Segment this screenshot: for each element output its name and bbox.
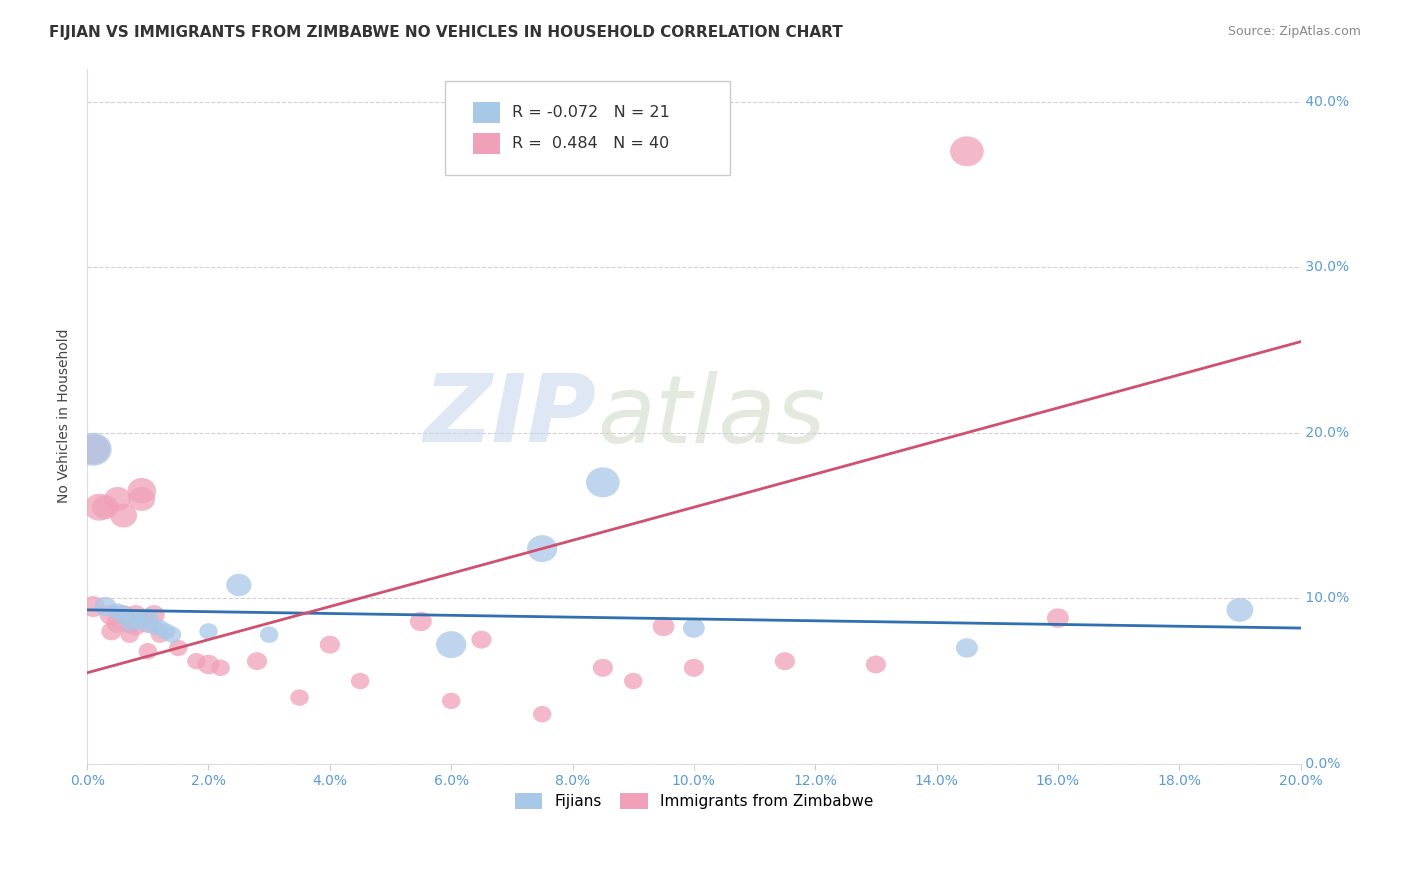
Text: R =  0.484   N = 40: R = 0.484 N = 40 bbox=[512, 136, 669, 151]
Bar bbox=[472, 133, 499, 154]
Ellipse shape bbox=[169, 640, 187, 657]
Ellipse shape bbox=[198, 655, 219, 674]
Ellipse shape bbox=[125, 605, 146, 624]
Ellipse shape bbox=[136, 614, 159, 632]
Ellipse shape bbox=[108, 603, 127, 620]
Text: 10.0%: 10.0% bbox=[1301, 591, 1348, 606]
Ellipse shape bbox=[200, 624, 218, 640]
Ellipse shape bbox=[226, 574, 252, 596]
Ellipse shape bbox=[683, 659, 704, 677]
Ellipse shape bbox=[436, 632, 467, 658]
Y-axis label: No Vehicles in Household: No Vehicles in Household bbox=[58, 329, 72, 503]
Ellipse shape bbox=[593, 659, 613, 677]
Ellipse shape bbox=[145, 618, 163, 634]
Ellipse shape bbox=[128, 478, 156, 503]
Ellipse shape bbox=[75, 433, 111, 466]
Ellipse shape bbox=[471, 631, 492, 648]
Ellipse shape bbox=[533, 706, 551, 723]
Ellipse shape bbox=[586, 467, 620, 498]
Ellipse shape bbox=[260, 626, 278, 643]
Ellipse shape bbox=[683, 618, 704, 638]
Text: 0.0%: 0.0% bbox=[1301, 756, 1340, 771]
Ellipse shape bbox=[125, 617, 146, 635]
Ellipse shape bbox=[1047, 608, 1069, 628]
Ellipse shape bbox=[112, 605, 135, 624]
Text: FIJIAN VS IMMIGRANTS FROM ZIMBABWE NO VEHICLES IN HOUSEHOLD CORRELATION CHART: FIJIAN VS IMMIGRANTS FROM ZIMBABWE NO VE… bbox=[49, 25, 844, 40]
Ellipse shape bbox=[107, 614, 128, 632]
Ellipse shape bbox=[624, 673, 643, 690]
Ellipse shape bbox=[136, 608, 159, 628]
Ellipse shape bbox=[187, 653, 205, 669]
Ellipse shape bbox=[84, 494, 114, 521]
Ellipse shape bbox=[441, 693, 460, 709]
Ellipse shape bbox=[125, 609, 146, 627]
Ellipse shape bbox=[118, 614, 141, 632]
Text: 20.0%: 20.0% bbox=[1301, 425, 1348, 440]
Text: R = -0.072   N = 21: R = -0.072 N = 21 bbox=[512, 105, 669, 120]
Ellipse shape bbox=[94, 597, 117, 616]
Ellipse shape bbox=[100, 605, 124, 625]
Ellipse shape bbox=[775, 652, 794, 670]
Ellipse shape bbox=[247, 652, 267, 670]
Ellipse shape bbox=[132, 615, 150, 632]
Text: Source: ZipAtlas.com: Source: ZipAtlas.com bbox=[1227, 25, 1361, 38]
Ellipse shape bbox=[104, 487, 131, 511]
Ellipse shape bbox=[950, 136, 984, 166]
Bar bbox=[472, 102, 499, 123]
Ellipse shape bbox=[101, 623, 121, 640]
Ellipse shape bbox=[150, 626, 169, 643]
Legend: Fijians, Immigrants from Zimbabwe: Fijians, Immigrants from Zimbabwe bbox=[509, 787, 879, 815]
Ellipse shape bbox=[110, 503, 136, 527]
Ellipse shape bbox=[527, 535, 557, 562]
Ellipse shape bbox=[143, 605, 165, 624]
Ellipse shape bbox=[121, 615, 139, 632]
Ellipse shape bbox=[652, 616, 675, 636]
Ellipse shape bbox=[1226, 598, 1253, 622]
Ellipse shape bbox=[128, 487, 155, 511]
Ellipse shape bbox=[211, 659, 229, 676]
Ellipse shape bbox=[956, 638, 977, 657]
Ellipse shape bbox=[76, 434, 110, 464]
Ellipse shape bbox=[139, 643, 157, 659]
Text: 40.0%: 40.0% bbox=[1301, 95, 1348, 109]
Ellipse shape bbox=[319, 636, 340, 654]
Ellipse shape bbox=[91, 495, 118, 519]
Ellipse shape bbox=[150, 620, 169, 636]
Ellipse shape bbox=[82, 596, 105, 617]
Ellipse shape bbox=[290, 690, 309, 706]
Text: 30.0%: 30.0% bbox=[1301, 260, 1348, 274]
Ellipse shape bbox=[114, 606, 134, 624]
FancyBboxPatch shape bbox=[446, 81, 730, 175]
Ellipse shape bbox=[163, 626, 181, 643]
Ellipse shape bbox=[352, 673, 370, 690]
Ellipse shape bbox=[866, 656, 886, 673]
Ellipse shape bbox=[157, 624, 176, 640]
Ellipse shape bbox=[121, 626, 139, 643]
Text: atlas: atlas bbox=[596, 371, 825, 462]
Ellipse shape bbox=[411, 612, 432, 632]
Text: ZIP: ZIP bbox=[425, 370, 596, 462]
